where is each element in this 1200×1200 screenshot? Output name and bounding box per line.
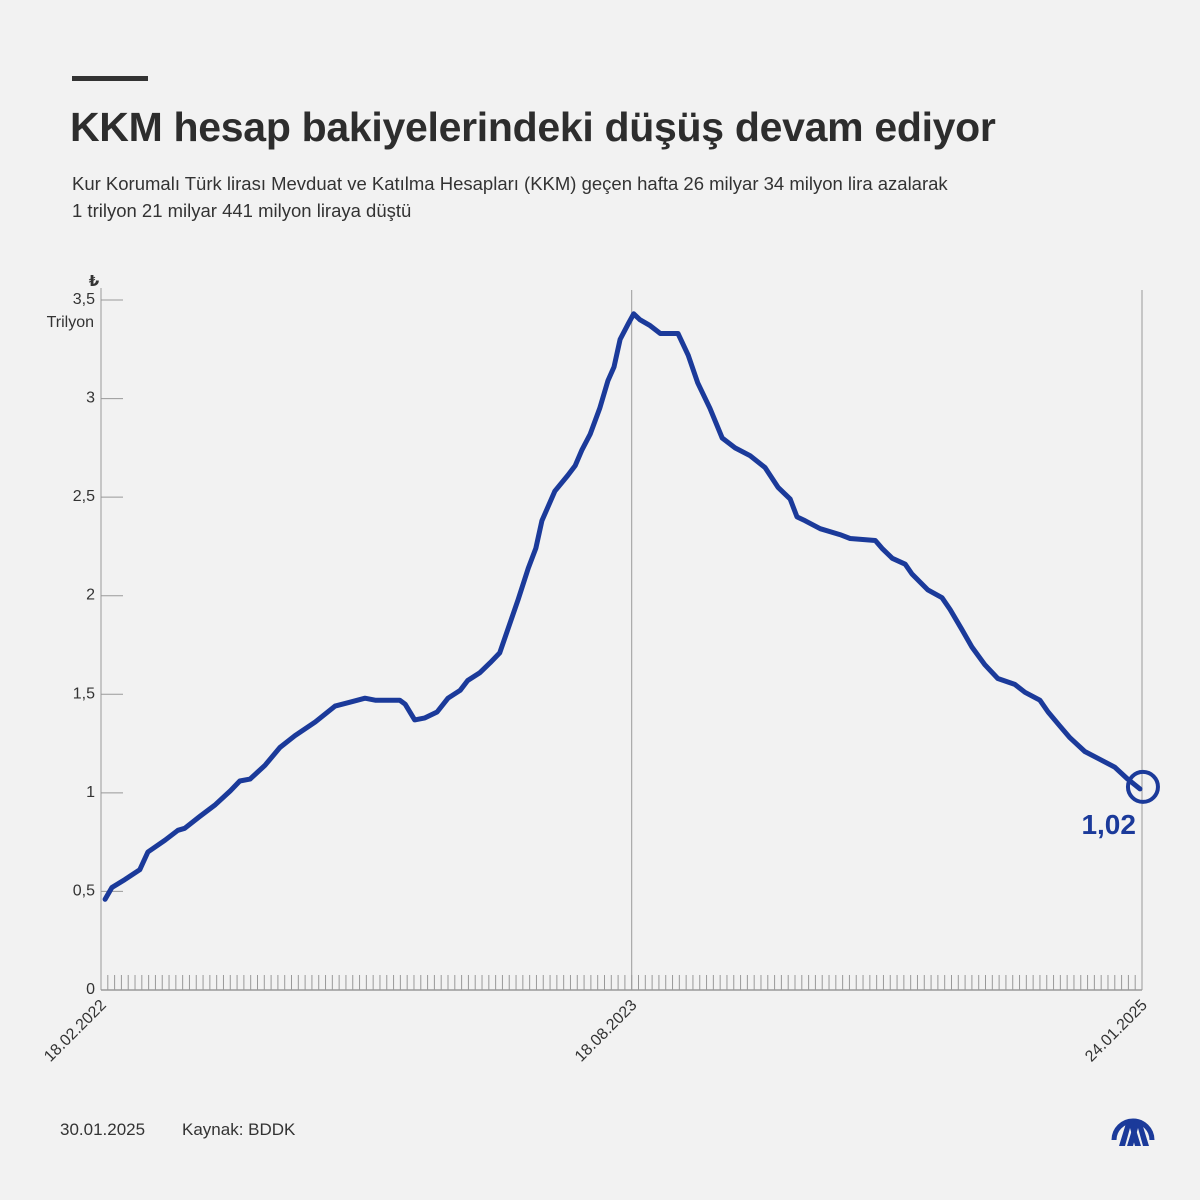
y-tick-label: 2: [86, 587, 95, 604]
y-axis-unit-label: Trilyon: [47, 314, 94, 331]
subtitle-line-2: 1 trilyon 21 milyar 441 milyon liraya dü…: [72, 200, 412, 221]
y-tick-label: 3,5: [73, 291, 95, 308]
page-title: KKM hesap bakiyelerindeki düşüş devam ed…: [70, 104, 996, 150]
title-accent-bar: [72, 76, 148, 81]
y-tick-label: 1: [86, 784, 95, 801]
source-label: Kaynak: BDDK: [182, 1120, 296, 1139]
aa-logo-icon: [1111, 1118, 1155, 1146]
subtitle-line-1: Kur Korumalı Türk lirası Mevduat ve Katı…: [72, 173, 948, 194]
y-tick-label: 3: [86, 390, 95, 407]
kkm-series-line: [102, 311, 1143, 902]
publish-date: 30.01.2025: [60, 1120, 146, 1139]
x-tick-label: 18.02.2022: [41, 997, 110, 1066]
x-tick-label: 24.01.2025: [1082, 997, 1151, 1066]
x-tick-label: 18.08.2023: [572, 997, 641, 1066]
y-tick-label: 0: [86, 981, 95, 998]
end-value-label: 1,02: [1081, 809, 1136, 840]
end-point-marker: [1125, 769, 1160, 804]
currency-symbol: ₺: [89, 272, 100, 290]
subtitle: Kur Korumalı Türk lirası Mevduat ve Katı…: [72, 170, 1152, 224]
y-tick-label: 1,5: [73, 685, 95, 702]
y-tick-label: 2,5: [73, 488, 95, 505]
y-tick-label: 0,5: [73, 882, 95, 899]
